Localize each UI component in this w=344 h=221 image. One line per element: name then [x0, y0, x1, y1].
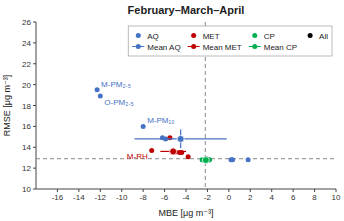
- legend-marker: [252, 33, 257, 38]
- y-tick: [33, 168, 36, 169]
- x-tick-label: 2: [248, 193, 253, 202]
- x-tick: [336, 189, 337, 192]
- x-tick-label: -12: [95, 193, 107, 202]
- x-tick: [293, 189, 294, 192]
- legend-label: Mean CP: [264, 43, 297, 52]
- x-tick-label: -2: [204, 193, 212, 202]
- x-tick: [57, 189, 58, 192]
- legend: AQ MET CP All Mean AQ Mean MET Mean CP: [128, 26, 332, 56]
- x-tick-label: -4: [182, 193, 190, 202]
- x-tick: [228, 189, 229, 192]
- x-tick: [207, 189, 208, 192]
- x-tick-label: -10: [116, 193, 128, 202]
- x-tick-label: 6: [291, 193, 296, 202]
- legend-marker: [191, 33, 196, 38]
- scatter-point: [246, 157, 251, 162]
- point-label: M-PM₁₀: [147, 116, 174, 125]
- x-tick-label: -16: [52, 193, 64, 202]
- x-tick-label: 8: [312, 193, 317, 202]
- y-tick: [33, 189, 36, 190]
- y-tick: [33, 42, 36, 43]
- y-tick: [33, 63, 36, 64]
- x-tick-label: -6: [161, 193, 169, 202]
- legend-label: Mean MET: [203, 43, 242, 52]
- x-tick-label: -14: [73, 193, 85, 202]
- y-tick-label: 12: [22, 164, 31, 173]
- x-tick: [164, 189, 165, 192]
- legend-label: All: [319, 32, 328, 41]
- x-tick-label: 4: [269, 193, 274, 202]
- legend-label: CP: [264, 32, 275, 41]
- x-tick: [100, 189, 101, 192]
- x-tick: [143, 189, 144, 192]
- y-tick-label: 26: [22, 18, 31, 27]
- legend-label: MET: [203, 32, 220, 41]
- legend-marker: [136, 44, 141, 49]
- x-tick: [271, 189, 272, 192]
- x-tick: [186, 189, 187, 192]
- mean-point: [170, 148, 177, 155]
- x-tick: [78, 189, 79, 192]
- mean-point: [177, 135, 184, 142]
- legend-label: Mean AQ: [147, 43, 180, 52]
- legend-label: AQ: [147, 32, 159, 41]
- y-tick: [33, 105, 36, 106]
- y-tick: [33, 147, 36, 148]
- scatter-point: [141, 124, 146, 129]
- y-tick-label: 10: [22, 185, 31, 194]
- reference-line: [36, 158, 336, 159]
- legend-frame: [128, 26, 332, 56]
- x-tick: [314, 189, 315, 192]
- scatter-point: [186, 154, 191, 159]
- y-tick: [33, 84, 36, 85]
- mean-point: [202, 157, 209, 164]
- scatter-point: [167, 135, 172, 140]
- y-tick-label: 22: [22, 60, 31, 69]
- legend-marker: [252, 44, 257, 49]
- x-tick: [250, 189, 251, 192]
- y-tick: [33, 126, 36, 127]
- y-tick-label: 16: [22, 122, 31, 131]
- y-tick: [33, 22, 36, 23]
- legend-marker: [308, 33, 313, 38]
- x-tick-label: 10: [332, 193, 341, 202]
- scatter-point: [95, 87, 100, 92]
- y-tick-label: 24: [22, 39, 31, 48]
- scatter-point: [149, 148, 154, 153]
- plot-area: [36, 22, 336, 189]
- point-label: M-RH: [127, 152, 148, 161]
- point-label: M-PM₂.₅: [101, 80, 131, 89]
- scatter-point: [179, 150, 184, 155]
- scatter-point: [230, 157, 235, 162]
- title: February–March–April: [128, 4, 245, 16]
- x-tick: [121, 189, 122, 192]
- x-tick-label: -8: [140, 193, 148, 202]
- legend-marker: [191, 44, 196, 49]
- y-axis-label: RMSE [μg m⁻³]: [2, 75, 12, 136]
- y-tick-label: 20: [22, 81, 31, 90]
- legend-marker: [136, 33, 141, 38]
- scatter-point: [98, 94, 103, 99]
- x-axis-label: MBE [μg m⁻³]: [159, 208, 214, 218]
- point-label: O-PM₂.₅: [104, 98, 133, 107]
- x-tick-label: 0: [227, 193, 232, 202]
- y-tick-label: 18: [22, 102, 31, 111]
- chart: February–March–April -16 -14 -12 -10 -8 -6 -4 -2…: [0, 0, 344, 221]
- y-tick-label: 14: [22, 143, 31, 152]
